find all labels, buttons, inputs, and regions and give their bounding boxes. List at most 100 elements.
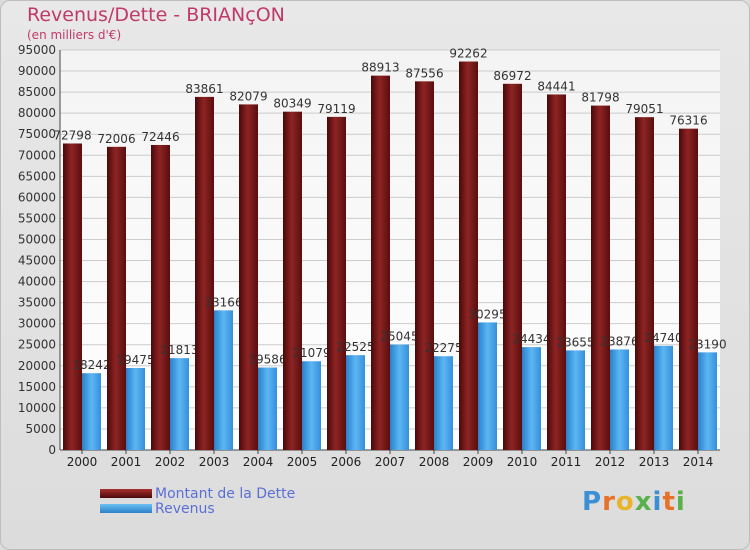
bar-dette <box>591 105 610 450</box>
data-label-revenus: 24434 <box>512 332 550 346</box>
bar-revenus <box>170 358 189 450</box>
bar-dette <box>371 75 390 451</box>
data-label-revenus: 33166 <box>204 295 242 309</box>
bar-dette <box>195 96 214 450</box>
y-tick-label: 45000 <box>18 254 56 268</box>
bar-dette <box>503 83 522 450</box>
y-tick-label: 10000 <box>18 401 56 415</box>
logo-letter: i <box>652 487 663 517</box>
bar-dette <box>63 143 82 450</box>
data-label-dette: 86972 <box>493 69 531 83</box>
bar-revenus <box>126 368 145 450</box>
logo-letter: i <box>675 487 686 517</box>
data-label-dette: 72446 <box>141 130 179 144</box>
y-tick-label: 40000 <box>18 275 56 289</box>
bar-revenus <box>566 350 585 450</box>
data-label-revenus: 24740 <box>644 331 682 345</box>
data-label-dette: 92262 <box>449 47 487 61</box>
y-tick-label: 0 <box>48 443 56 457</box>
data-label-revenus: 22525 <box>336 340 374 354</box>
data-label-revenus: 23876 <box>600 334 638 348</box>
y-tick-label: 55000 <box>18 211 56 225</box>
bar-dette <box>547 94 566 450</box>
bar-dette <box>679 128 698 450</box>
y-tick-label: 50000 <box>18 232 56 246</box>
bar-revenus <box>434 356 453 450</box>
x-tick-label: 2001 <box>111 455 142 469</box>
data-label-revenus: 25045 <box>380 330 418 344</box>
x-tick-label: 2013 <box>639 455 670 469</box>
data-label-dette: 88913 <box>361 61 399 75</box>
x-tick-label: 2007 <box>375 455 406 469</box>
proxiti-logo: Proxiti <box>582 487 686 517</box>
x-tick-label: 2011 <box>551 455 582 469</box>
y-tick-label: 65000 <box>18 169 56 183</box>
data-label-revenus: 23655 <box>556 335 594 349</box>
bar-revenus <box>698 352 717 450</box>
data-label-dette: 79051 <box>625 102 663 116</box>
logo-letter: x <box>634 487 653 517</box>
y-tick-label: 70000 <box>18 148 56 162</box>
bar-dette <box>151 144 170 450</box>
bar-revenus <box>610 349 629 450</box>
legend-label-revenus: Revenus <box>155 501 215 517</box>
data-label-dette: 80349 <box>273 97 311 111</box>
bar-revenus <box>346 355 365 450</box>
logo-letter: P <box>582 487 603 517</box>
data-label-dette: 81798 <box>581 91 619 105</box>
bar-revenus <box>302 361 321 450</box>
bar-dette <box>283 111 302 451</box>
bar-dette <box>635 117 654 450</box>
data-label-dette: 87556 <box>405 66 443 80</box>
data-label-revenus: 23190 <box>688 337 726 351</box>
legend-swatch-dette <box>100 489 152 498</box>
data-label-dette: 82079 <box>229 89 267 103</box>
x-tick-label: 2014 <box>683 455 714 469</box>
bar-revenus <box>390 344 409 450</box>
x-tick-label: 2006 <box>331 455 362 469</box>
bar-dette <box>327 116 346 450</box>
x-tick-label: 2008 <box>419 455 450 469</box>
data-label-revenus: 19586 <box>248 353 286 367</box>
x-tick-label: 2009 <box>463 455 494 469</box>
data-label-dette: 84441 <box>537 79 575 93</box>
data-label-revenus: 30295 <box>468 307 506 321</box>
data-label-revenus: 22275 <box>424 341 462 355</box>
x-tick-label: 2002 <box>155 455 186 469</box>
data-label-dette: 72798 <box>53 128 91 142</box>
y-tick-label: 90000 <box>18 64 56 78</box>
y-tick-label: 35000 <box>18 296 56 310</box>
data-label-dette: 72006 <box>97 132 135 146</box>
logo-letter: t <box>662 487 676 517</box>
bar-revenus <box>478 322 497 450</box>
legend-label-dette: Montant de la Dette <box>155 486 296 502</box>
chart-subtitle: (en milliers d'€) <box>27 28 122 42</box>
data-label-revenus: 19475 <box>116 353 154 367</box>
y-tick-label: 20000 <box>18 359 56 373</box>
bar-revenus <box>522 347 541 450</box>
x-tick-label: 2010 <box>507 455 538 469</box>
data-label-dette: 83861 <box>185 82 223 96</box>
chart-title: Revenus/Dette - BRIANçON <box>27 4 285 26</box>
y-tick-label: 25000 <box>18 338 56 352</box>
bar-revenus <box>258 367 277 450</box>
x-tick-label: 2004 <box>243 455 274 469</box>
x-tick-label: 2000 <box>67 455 98 469</box>
y-tick-label: 85000 <box>18 85 56 99</box>
y-tick-label: 60000 <box>18 190 56 204</box>
logo-letter: o <box>615 487 635 517</box>
data-label-dette: 76316 <box>669 114 707 128</box>
y-tick-label: 75000 <box>18 127 56 141</box>
data-label-revenus: 21813 <box>160 343 198 357</box>
bar-dette <box>107 146 126 451</box>
y-tick-label: 30000 <box>18 317 56 331</box>
y-tick-label: 95000 <box>18 43 56 57</box>
y-tick-label: 15000 <box>18 380 56 394</box>
data-label-revenus: 18242 <box>72 358 110 372</box>
data-label-revenus: 21079 <box>292 346 330 360</box>
y-tick-label: 5000 <box>25 422 56 436</box>
x-tick-label: 2005 <box>287 455 318 469</box>
bar-dette <box>459 61 478 451</box>
x-tick-label: 2003 <box>199 455 230 469</box>
